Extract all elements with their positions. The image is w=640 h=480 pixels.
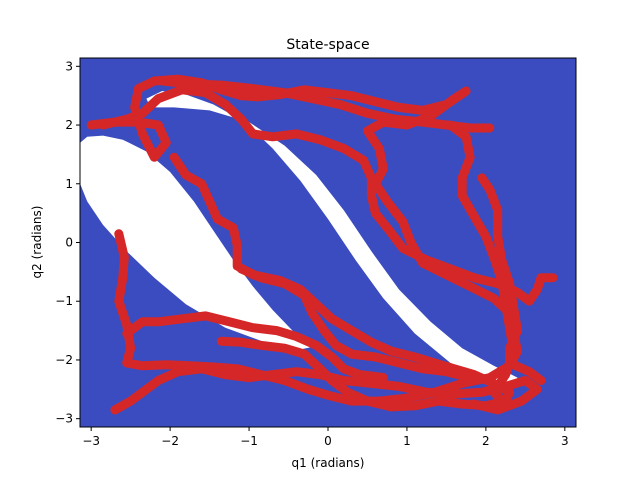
trajectory-layer: [86, 74, 558, 415]
x-tick-label: −3: [82, 434, 100, 448]
trajectory-line-6: [236, 264, 475, 383]
chart-title: State-space: [286, 37, 369, 53]
x-tick-label: −1: [240, 434, 258, 448]
x-tick-label: 0: [324, 434, 332, 448]
x-tick-label: 1: [403, 434, 411, 448]
obstacle-layer: [80, 91, 518, 387]
x-axis: −3 −2 −1 0 1 2 3: [82, 427, 569, 448]
y-tick-label: 0: [65, 236, 73, 250]
trajectory-line-5: [122, 311, 388, 383]
trajectory-line-4: [110, 364, 542, 415]
y-axis-label: q2 (radians): [30, 206, 44, 279]
y-tick-label: −3: [55, 412, 73, 426]
y-tick-label: 2: [65, 118, 73, 132]
obstacle-region-1: [80, 135, 313, 350]
x-tick-label: 3: [561, 434, 569, 448]
x-axis-label: q1 (radians): [292, 456, 365, 470]
y-tick-label: −1: [55, 294, 73, 308]
y-tick-label: 1: [65, 177, 73, 191]
y-axis: −3 −2 −1 0 1 2 3: [55, 59, 80, 426]
trajectory-line-9: [477, 173, 546, 385]
y-tick-label: 3: [65, 59, 73, 73]
x-tick-label: 2: [482, 434, 490, 448]
y-tick-label: −2: [55, 353, 73, 367]
x-tick-label: −2: [161, 434, 179, 448]
